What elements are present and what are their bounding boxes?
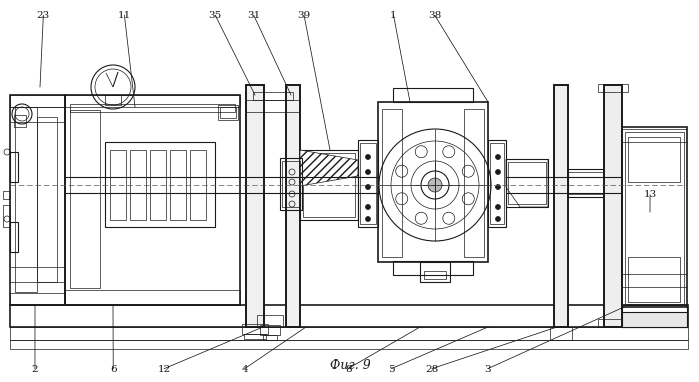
Bar (110, 150, 126, 220)
Bar (280, 158, 302, 210)
Bar (286, 85, 300, 327)
Bar (246, 85, 264, 327)
Bar (10, 293, 65, 305)
Bar (170, 150, 186, 220)
Bar (242, 324, 268, 334)
Bar (10, 95, 65, 305)
Bar (65, 95, 240, 107)
Bar (378, 102, 488, 262)
Text: 8: 8 (345, 364, 352, 374)
Text: 12: 12 (158, 364, 171, 374)
Bar (220, 107, 236, 118)
Bar (622, 127, 687, 307)
Text: 23: 23 (37, 11, 50, 20)
Text: 11: 11 (118, 11, 131, 20)
Bar (10, 340, 688, 349)
Bar (360, 143, 376, 224)
Text: 4: 4 (241, 364, 248, 374)
Bar (37, 117, 57, 282)
Bar (554, 85, 568, 327)
Bar (3, 191, 10, 199)
Bar (282, 161, 300, 207)
Bar (358, 140, 378, 227)
Bar (246, 85, 264, 327)
Circle shape (496, 217, 500, 222)
Bar (257, 315, 283, 327)
Bar (424, 271, 446, 279)
Bar (622, 305, 687, 327)
Text: 6: 6 (110, 364, 117, 374)
Text: 38: 38 (428, 11, 441, 20)
Circle shape (496, 170, 500, 175)
Bar (218, 105, 238, 120)
Bar (598, 319, 628, 327)
Text: 5: 5 (388, 364, 395, 374)
Bar (464, 109, 484, 257)
Bar (625, 132, 684, 304)
Bar (550, 327, 572, 340)
Circle shape (366, 170, 370, 175)
Circle shape (366, 204, 370, 209)
Circle shape (366, 217, 370, 222)
Bar (10, 95, 65, 107)
Text: 31: 31 (247, 11, 260, 20)
Bar (190, 150, 206, 220)
Bar (382, 109, 402, 257)
Bar (568, 169, 618, 197)
Bar (628, 257, 680, 302)
Bar (604, 85, 622, 327)
Text: Фиг. 9: Фиг. 9 (330, 359, 370, 372)
Bar (604, 85, 622, 327)
Bar (14, 115, 26, 127)
Bar (508, 162, 546, 204)
Bar (65, 95, 240, 305)
Bar (130, 150, 146, 220)
Bar (70, 110, 100, 288)
Bar (488, 140, 506, 227)
Circle shape (428, 178, 442, 192)
Text: 1: 1 (390, 11, 397, 20)
Bar (420, 262, 450, 282)
Bar (105, 95, 121, 105)
Text: 28: 28 (426, 364, 438, 374)
Bar (253, 92, 293, 100)
Bar (622, 312, 687, 327)
Text: 13: 13 (644, 190, 656, 199)
Text: 2: 2 (31, 364, 38, 374)
Circle shape (496, 154, 500, 160)
Bar (393, 88, 473, 102)
Circle shape (366, 154, 370, 160)
Bar (244, 334, 266, 339)
Bar (3, 205, 10, 227)
Bar (628, 137, 680, 182)
Circle shape (366, 185, 370, 189)
Text: 3: 3 (484, 364, 491, 374)
Bar (490, 143, 504, 224)
Text: 35: 35 (209, 11, 222, 20)
Bar (303, 153, 355, 217)
Bar (15, 107, 37, 292)
Bar (568, 172, 614, 194)
Bar (150, 150, 166, 220)
Bar (263, 335, 277, 340)
Text: 39: 39 (298, 11, 310, 20)
Bar (554, 85, 568, 327)
Bar (10, 305, 688, 327)
Bar (286, 85, 300, 327)
Bar (10, 327, 688, 340)
Bar (246, 100, 300, 112)
Bar (598, 84, 628, 92)
Bar (65, 290, 240, 305)
Bar (10, 222, 18, 252)
Bar (300, 150, 358, 220)
Circle shape (496, 204, 500, 209)
Circle shape (496, 185, 500, 189)
Bar (70, 104, 235, 112)
Polygon shape (300, 150, 358, 186)
Bar (506, 159, 548, 207)
Bar (10, 152, 18, 182)
Bar (260, 325, 280, 335)
Bar (393, 261, 473, 275)
Bar (105, 142, 215, 227)
